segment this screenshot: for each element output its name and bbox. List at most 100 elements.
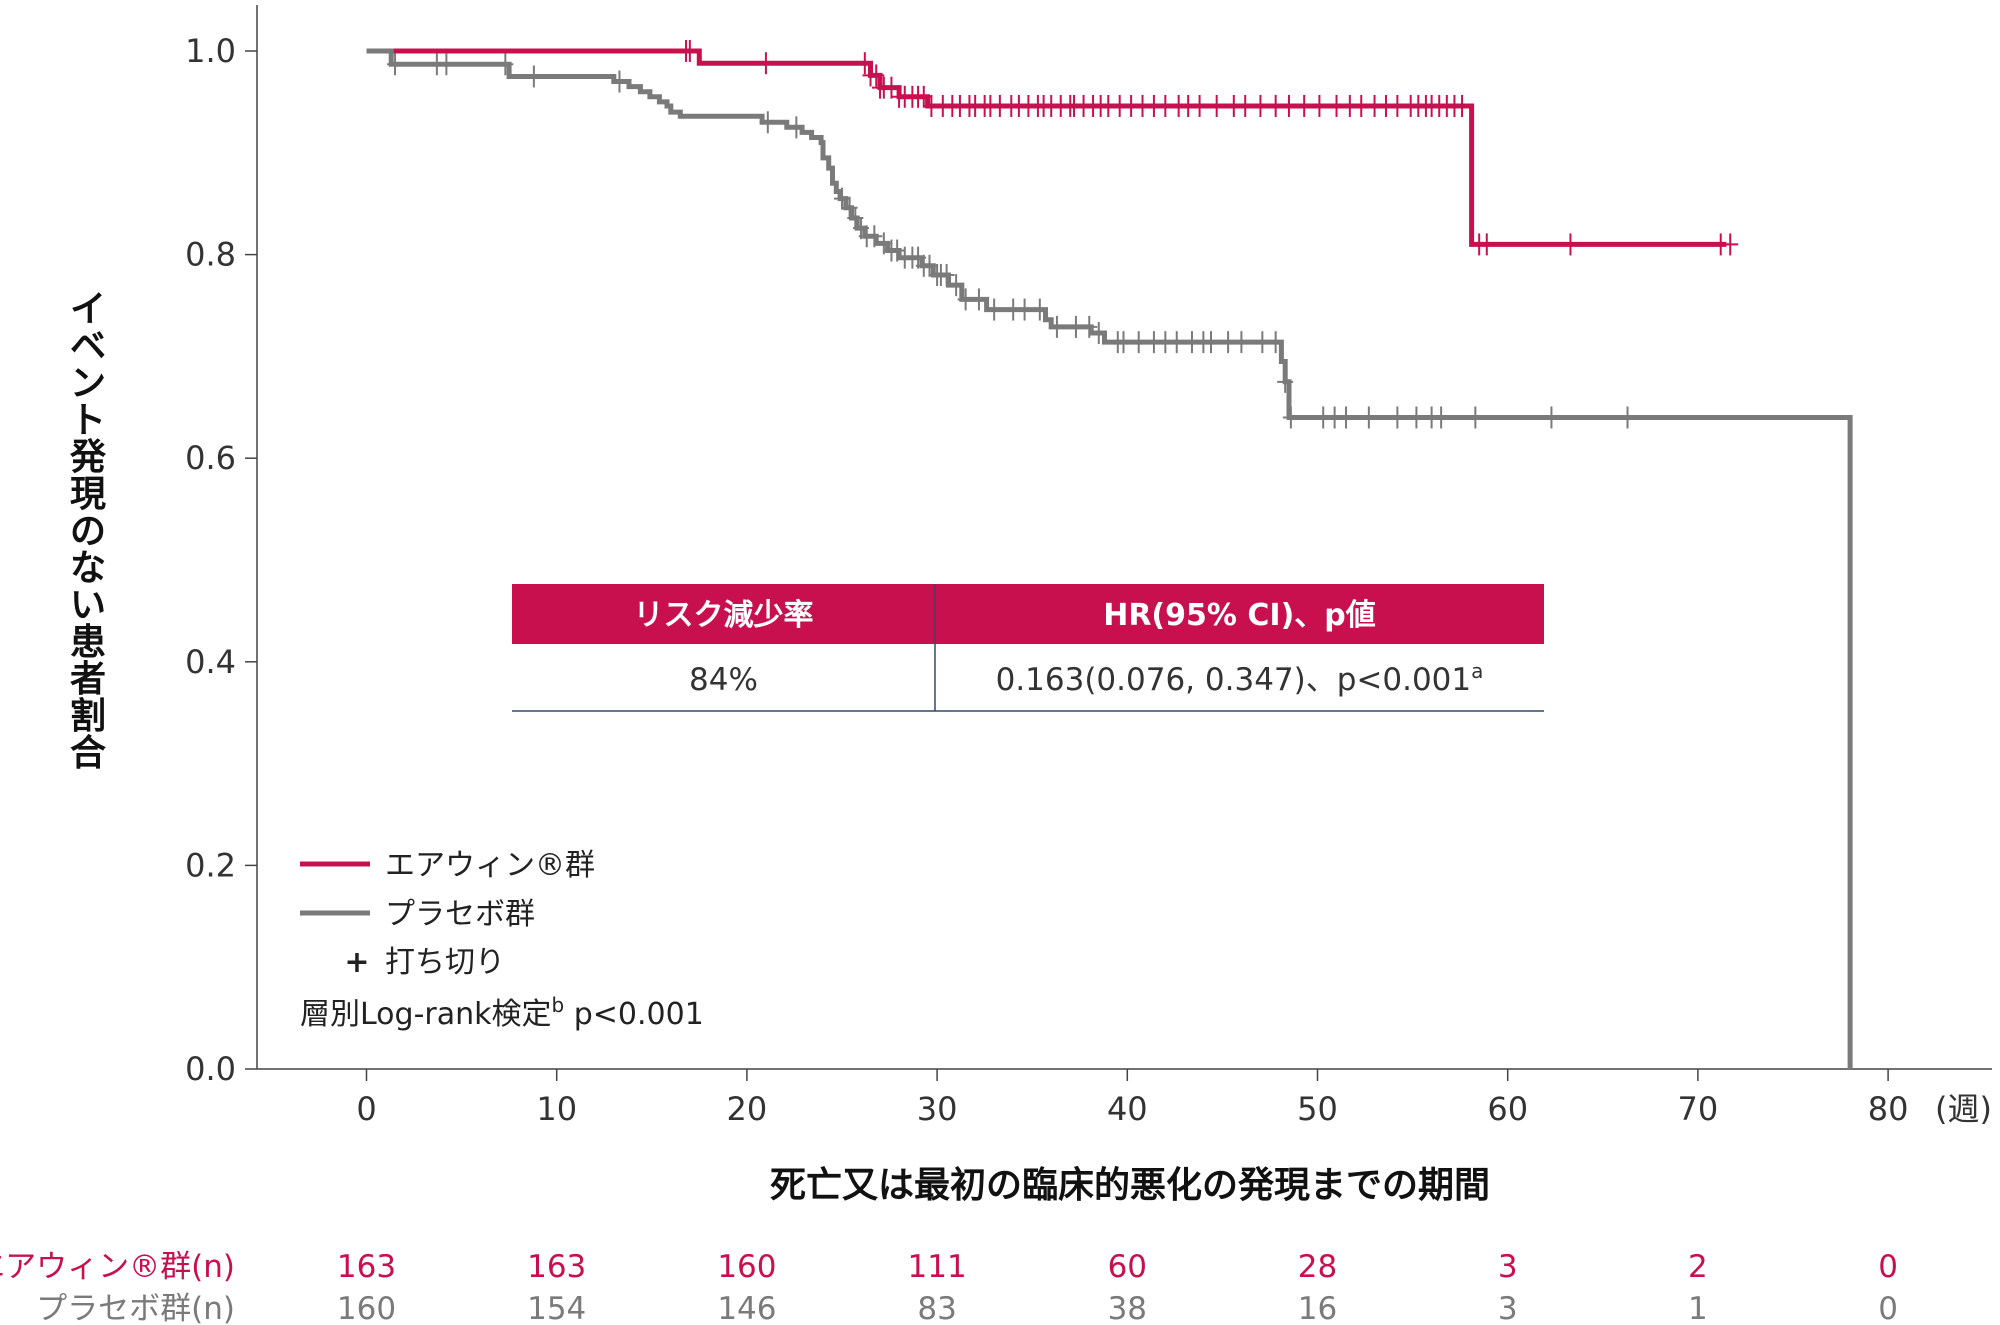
censor-mark xyxy=(1048,315,1065,338)
risk-count: 83 xyxy=(917,1291,956,1325)
censor-mark xyxy=(915,85,932,108)
censor-mark xyxy=(856,52,873,75)
placebo-series xyxy=(366,48,1853,1069)
x-tick-label: 0 xyxy=(356,1090,376,1128)
axes: 0.0 0.2 0.4 0.6 0.8 1.0 0 10 20 30 40 50 60 70 80 (週) xyxy=(185,5,1992,1128)
stats-header-bg xyxy=(512,584,1544,644)
censor-mark xyxy=(1360,406,1377,429)
y-tick-label: 0.8 xyxy=(185,236,236,274)
censor-mark xyxy=(883,76,900,99)
stats-header-risk-reduction: リスク減少率 xyxy=(634,598,814,633)
censor-mark xyxy=(834,187,850,210)
legend-censor-label: 打ち切り xyxy=(385,945,505,980)
x-unit-label: (週) xyxy=(1935,1090,1992,1128)
censor-mark xyxy=(1338,406,1355,429)
x-tick-label: 80 xyxy=(1868,1090,1909,1128)
risk-count: 146 xyxy=(717,1291,776,1325)
risk-count: 0 xyxy=(1878,1249,1898,1285)
x-tick-label: 20 xyxy=(727,1090,768,1128)
stats-cell-risk-reduction: 84% xyxy=(689,662,758,698)
y-axis-title-char: な xyxy=(70,548,106,589)
legend-label-airwin: エアウィン®群 xyxy=(385,848,595,883)
y-tick-label: 0.0 xyxy=(185,1050,236,1088)
risk-count: 160 xyxy=(337,1291,396,1325)
risk-count: 38 xyxy=(1108,1291,1147,1325)
risk-count: 16 xyxy=(1298,1291,1337,1325)
censor-mark xyxy=(681,40,698,62)
y-axis-title-char: 者 xyxy=(70,659,106,700)
logrank-test-label: 層別Log-rank検定b p<0.001 xyxy=(300,993,704,1032)
x-tick-label: 10 xyxy=(536,1090,577,1128)
censor-mark xyxy=(1408,406,1425,429)
risk-row-label-airwin: エアウィン®群(n) xyxy=(0,1249,235,1285)
risk-count: 0 xyxy=(1878,1291,1898,1325)
series-layer xyxy=(366,40,1853,1069)
y-tick-label: 1.0 xyxy=(185,32,236,70)
censor-mark xyxy=(1252,94,1269,117)
censor-mark xyxy=(868,64,885,87)
legend-censor-symbol: + xyxy=(344,945,369,980)
censor-mark xyxy=(1016,298,1033,321)
censor-mark xyxy=(1237,94,1254,117)
censor-mark xyxy=(948,274,965,297)
x-tick-label: 50 xyxy=(1297,1090,1338,1128)
censor-mark xyxy=(1454,94,1471,117)
censor-mark xyxy=(1208,94,1225,117)
y-axis-title-char: ン xyxy=(70,363,106,404)
censor-mark xyxy=(970,288,987,311)
risk-count: 154 xyxy=(527,1291,586,1325)
risk-count: 160 xyxy=(717,1249,776,1285)
censor-mark xyxy=(1031,298,1048,321)
censor-mark xyxy=(788,116,805,139)
stats-table: リスク減少率 HR(95% CI)、p値 84% 0.163(0.076, 0.347… xyxy=(512,584,1544,712)
x-tick-label: 60 xyxy=(1487,1090,1528,1128)
censor-mark xyxy=(1389,406,1406,429)
censor-mark xyxy=(1233,331,1250,354)
x-axis-title-group: 死亡又は最初の臨床的悪化の発現までの期間 xyxy=(770,1165,1490,1206)
y-axis-title-char: ト xyxy=(70,400,106,441)
airwin-series xyxy=(366,40,1739,256)
x-tick-label: 70 xyxy=(1678,1090,1719,1128)
censor-mark xyxy=(438,53,455,76)
y-axis-title-char: ベ xyxy=(70,326,106,367)
y-axis-title-char: の xyxy=(70,511,106,552)
risk-row-label-placebo: プラセボ群(n) xyxy=(36,1291,235,1325)
censor-mark xyxy=(1277,370,1294,393)
censor-mark xyxy=(1130,331,1147,354)
risk-count: 2 xyxy=(1688,1249,1708,1285)
risk-count: 3 xyxy=(1498,1249,1518,1285)
risk-count: 60 xyxy=(1108,1249,1147,1285)
censor-mark xyxy=(938,263,955,286)
censor-mark xyxy=(1433,406,1450,429)
y-axis-title-char: イ xyxy=(70,289,106,330)
censor-mark xyxy=(611,70,628,93)
airwin-curve xyxy=(366,48,1727,247)
y-axis-title-char: 発 xyxy=(70,437,107,478)
stats-cell-hr: 0.163(0.076, 0.347)、p<0.001a xyxy=(996,659,1484,698)
y-axis-title-char: 患 xyxy=(70,622,106,663)
censor-mark xyxy=(1168,331,1185,354)
censor-mark xyxy=(1282,406,1299,429)
censor-mark xyxy=(1543,406,1560,429)
y-axis-title-char: 現 xyxy=(70,474,106,515)
censor-mark xyxy=(1280,94,1297,117)
y-tick-label: 0.4 xyxy=(185,643,236,681)
censor-mark xyxy=(1467,406,1484,429)
censor-mark xyxy=(1311,94,1328,117)
censor-mark xyxy=(1090,321,1107,344)
censor-mark xyxy=(866,225,883,248)
censor-mark xyxy=(1267,331,1284,354)
risk-count: 163 xyxy=(527,1249,586,1285)
censor-mark xyxy=(1191,94,1208,117)
censor-mark xyxy=(497,53,514,76)
legend-label-placebo: プラセボ群 xyxy=(385,897,535,932)
censor-mark xyxy=(1478,233,1495,256)
censor-mark xyxy=(1115,331,1132,354)
censor-mark xyxy=(1202,331,1219,354)
y-tick-label: 0.2 xyxy=(185,846,236,884)
risk-count: 28 xyxy=(1298,1249,1337,1285)
